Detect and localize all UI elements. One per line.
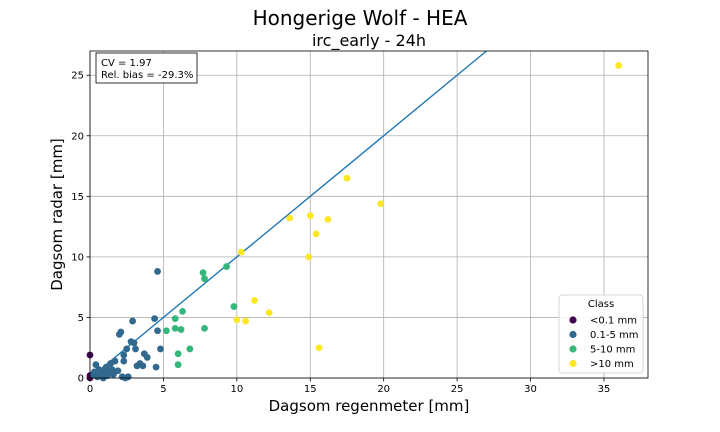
stats-cv: CV = 1.97	[101, 58, 152, 69]
data-point	[201, 324, 208, 332]
data-point	[199, 269, 207, 277]
data-point	[174, 361, 182, 369]
points-layer	[86, 62, 623, 382]
data-point	[114, 367, 122, 375]
data-point	[315, 344, 323, 352]
legend-marker	[569, 345, 577, 353]
data-point	[324, 215, 332, 223]
stats-annotation-box: CV = 1.97 Rel. bias = -29.3%	[95, 52, 198, 84]
data-point	[615, 62, 623, 69]
data-point	[171, 324, 179, 332]
tick-layer: 0 5 10 15 20 25 30 35 0 5 10 15 20 25	[71, 71, 610, 395]
data-point	[312, 230, 320, 238]
x-tick-label: 5	[160, 384, 166, 395]
data-point	[152, 363, 160, 371]
x-tick-label: 30	[524, 384, 537, 395]
plot-frame	[89, 50, 649, 379]
legend-label: 5-10 mm	[590, 345, 635, 356]
legend-marker	[569, 316, 577, 324]
data-point	[377, 200, 385, 208]
x-axis-label: Dagsom regenmeter [mm]	[269, 397, 470, 415]
legend-label: <0.1 mm	[590, 316, 637, 327]
legend: Class <0.1 mm 0.1-5 mm 5-10 mm >10 mm	[558, 294, 644, 374]
data-point	[230, 303, 238, 310]
data-point	[306, 212, 314, 220]
data-point	[120, 351, 128, 359]
data-point	[171, 315, 179, 323]
data-point	[117, 328, 125, 336]
legend-marker	[569, 330, 577, 339]
one-to-one-line	[89, 50, 487, 379]
data-point	[132, 345, 139, 353]
legend-title: Class	[588, 299, 614, 310]
data-point	[177, 326, 185, 333]
data-point	[223, 263, 230, 270]
x-tick-label: 20	[377, 384, 390, 395]
data-point	[154, 268, 161, 275]
data-point	[186, 345, 194, 353]
x-tick-label: 0	[87, 384, 93, 395]
data-point	[343, 174, 351, 182]
stats-box-frame	[95, 52, 198, 84]
data-point	[120, 357, 128, 365]
x-tick-label: 10	[230, 384, 243, 395]
data-point	[162, 327, 170, 335]
data-point	[124, 373, 132, 381]
data-point	[174, 350, 182, 358]
y-tick-label: 0	[78, 374, 84, 385]
y-tick-label: 20	[71, 131, 84, 142]
data-point	[305, 253, 313, 261]
data-point	[265, 309, 273, 316]
reference-line-layer	[89, 50, 487, 379]
data-point	[154, 327, 161, 335]
data-point	[143, 354, 151, 361]
chart-title: irc_early - 24h	[312, 31, 426, 51]
y-tick-label: 15	[71, 192, 84, 203]
x-tick-label: 15	[304, 384, 317, 395]
figure-suptitle: Hongerige Wolf - HEA	[252, 6, 468, 30]
data-point	[233, 316, 241, 324]
stats-rel-bias: Rel. bias = -29.3%	[101, 70, 193, 81]
data-point	[130, 339, 138, 347]
x-tick-label: 35	[598, 384, 611, 395]
y-axis-label: Dagsom radar [mm]	[48, 138, 66, 291]
data-point	[179, 307, 186, 315]
legend-marker	[569, 359, 577, 368]
data-point	[111, 357, 119, 365]
legend-label: >10 mm	[590, 359, 634, 370]
legend-label: 0.1-5 mm	[590, 330, 639, 341]
y-tick-label: 5	[78, 313, 84, 324]
data-point	[129, 317, 136, 325]
legend-items: <0.1 mm 0.1-5 mm 5-10 mm >10 mm	[569, 316, 639, 370]
x-tick-label: 25	[451, 384, 464, 395]
data-point	[157, 345, 164, 353]
data-point	[139, 362, 147, 370]
legend-frame	[558, 294, 644, 374]
y-tick-label: 10	[71, 252, 84, 263]
data-point	[237, 248, 245, 256]
data-point	[123, 345, 131, 353]
data-point	[286, 214, 294, 222]
data-point	[201, 275, 208, 283]
data-point	[242, 317, 250, 325]
data-point	[251, 297, 258, 304]
y-tick-label: 25	[71, 71, 84, 82]
data-point	[151, 315, 159, 323]
